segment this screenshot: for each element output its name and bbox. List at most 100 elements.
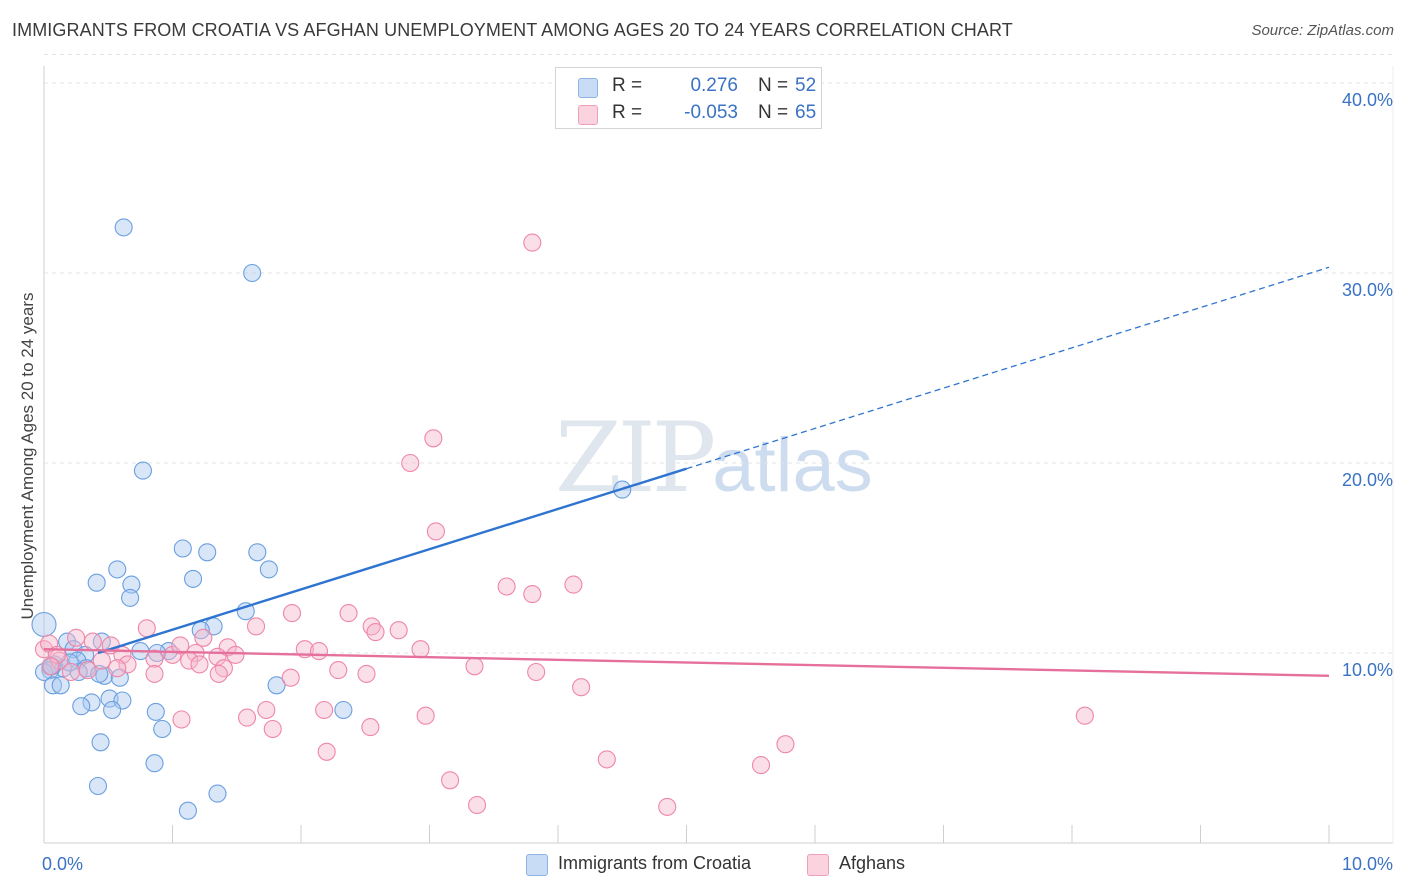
point-afghans [467, 795, 487, 815]
point-afghans [776, 735, 795, 754]
point-afghans [523, 585, 542, 604]
point-croatia [31, 611, 57, 638]
point-afghans [214, 659, 233, 678]
point-croatia [178, 801, 197, 820]
bottom-legend-swatch-croatia [526, 854, 548, 876]
point-afghans [190, 655, 209, 674]
chart-source: Source: ZipAtlas.com [1251, 22, 1394, 39]
point-croatia [267, 676, 286, 695]
point-croatia [173, 539, 192, 558]
point-croatia [146, 702, 165, 721]
point-croatia [88, 776, 108, 796]
point-afghans [281, 668, 300, 687]
point-afghans [194, 628, 213, 647]
point-afghans [389, 621, 408, 640]
axes [43, 66, 1394, 844]
point-afghans [441, 771, 460, 790]
point-croatia [334, 700, 353, 720]
point-croatia [121, 588, 140, 607]
point-croatia [145, 754, 164, 773]
trend-lines [43, 266, 1330, 677]
point-afghans [209, 664, 228, 683]
point-croatia [91, 733, 110, 752]
point-afghans [41, 657, 60, 676]
legend-swatch-croatia [578, 78, 598, 98]
point-croatia [114, 218, 133, 237]
point-afghans [172, 710, 191, 729]
point-afghans [67, 628, 86, 647]
bottom-legend-swatch-afghans [807, 854, 829, 876]
point-afghans [246, 617, 266, 636]
point-afghans [523, 233, 542, 252]
y-tick-label: 10.0% [1342, 660, 1393, 680]
point-afghans [572, 678, 591, 697]
x-tick-label-min: 0.0% [42, 854, 83, 874]
point-afghans [257, 700, 276, 720]
point-croatia [82, 693, 101, 712]
point-croatia [90, 664, 109, 683]
chart-title: IMMIGRANTS FROM CROATIA VS AFGHAN UNEMPL… [12, 20, 1013, 40]
y-tick-label: 40.0% [1342, 90, 1393, 110]
point-afghans [282, 604, 302, 623]
point-croatia [43, 676, 63, 695]
point-afghans [108, 659, 127, 678]
point-afghans [145, 664, 164, 683]
legend-n-label: N = [758, 75, 789, 96]
trend-line-croatia [97, 467, 687, 655]
point-afghans [315, 700, 334, 720]
point-afghans [401, 453, 420, 473]
bottom-legend-label-afghans: Afghans [839, 853, 906, 873]
point-croatia [133, 461, 152, 480]
stats-legend: R = 0.276 N = 52 R = -0.053 N = 65 [555, 67, 822, 129]
point-afghans [751, 756, 771, 775]
point-afghans [357, 664, 376, 683]
point-afghans [329, 661, 348, 680]
point-croatia [248, 543, 267, 562]
point-croatia [243, 263, 262, 283]
bottom-legend-label-croatia: Immigrants from Croatia [558, 853, 752, 873]
point-croatia [122, 575, 141, 594]
point-afghans [658, 797, 677, 816]
point-afghans [424, 429, 443, 448]
legend-r-label: R = [612, 102, 643, 123]
point-croatia [69, 662, 88, 682]
point-croatia [198, 543, 217, 562]
point-afghans [263, 719, 282, 739]
x-tick-label-max: 10.0% [1342, 854, 1393, 874]
point-croatia [184, 569, 203, 588]
point-croatia [103, 700, 122, 720]
legend-r-value: -0.053 [684, 102, 738, 123]
point-afghans [597, 750, 616, 769]
point-afghans [361, 718, 380, 737]
point-croatia [208, 784, 227, 803]
point-croatia [108, 560, 127, 579]
trend-line-afghans [43, 648, 1330, 677]
point-afghans [137, 619, 156, 638]
point-afghans [226, 645, 245, 664]
point-croatia [259, 560, 278, 579]
point-afghans [366, 623, 385, 642]
data-points [31, 218, 1094, 820]
point-croatia [87, 573, 106, 592]
legend-r-value: 0.276 [690, 75, 738, 96]
point-afghans [61, 662, 81, 682]
legend-n-value: 52 [795, 75, 817, 96]
point-afghans [83, 632, 102, 651]
point-afghans [564, 575, 583, 594]
legend-n-label: N = [758, 102, 789, 123]
point-afghans [426, 522, 445, 541]
point-croatia [72, 697, 91, 716]
trend-line-croatia-extrapolated [686, 266, 1330, 470]
point-afghans [465, 657, 484, 676]
point-afghans [309, 642, 329, 661]
point-croatia [153, 719, 172, 739]
point-afghans [1075, 706, 1094, 725]
point-croatia [51, 676, 70, 695]
point-afghans [92, 651, 111, 670]
legend-swatch-afghans [578, 105, 598, 125]
y-tick-label: 30.0% [1342, 280, 1393, 300]
point-afghans [237, 708, 257, 727]
point-afghans [317, 742, 336, 761]
point-afghans [339, 604, 358, 623]
